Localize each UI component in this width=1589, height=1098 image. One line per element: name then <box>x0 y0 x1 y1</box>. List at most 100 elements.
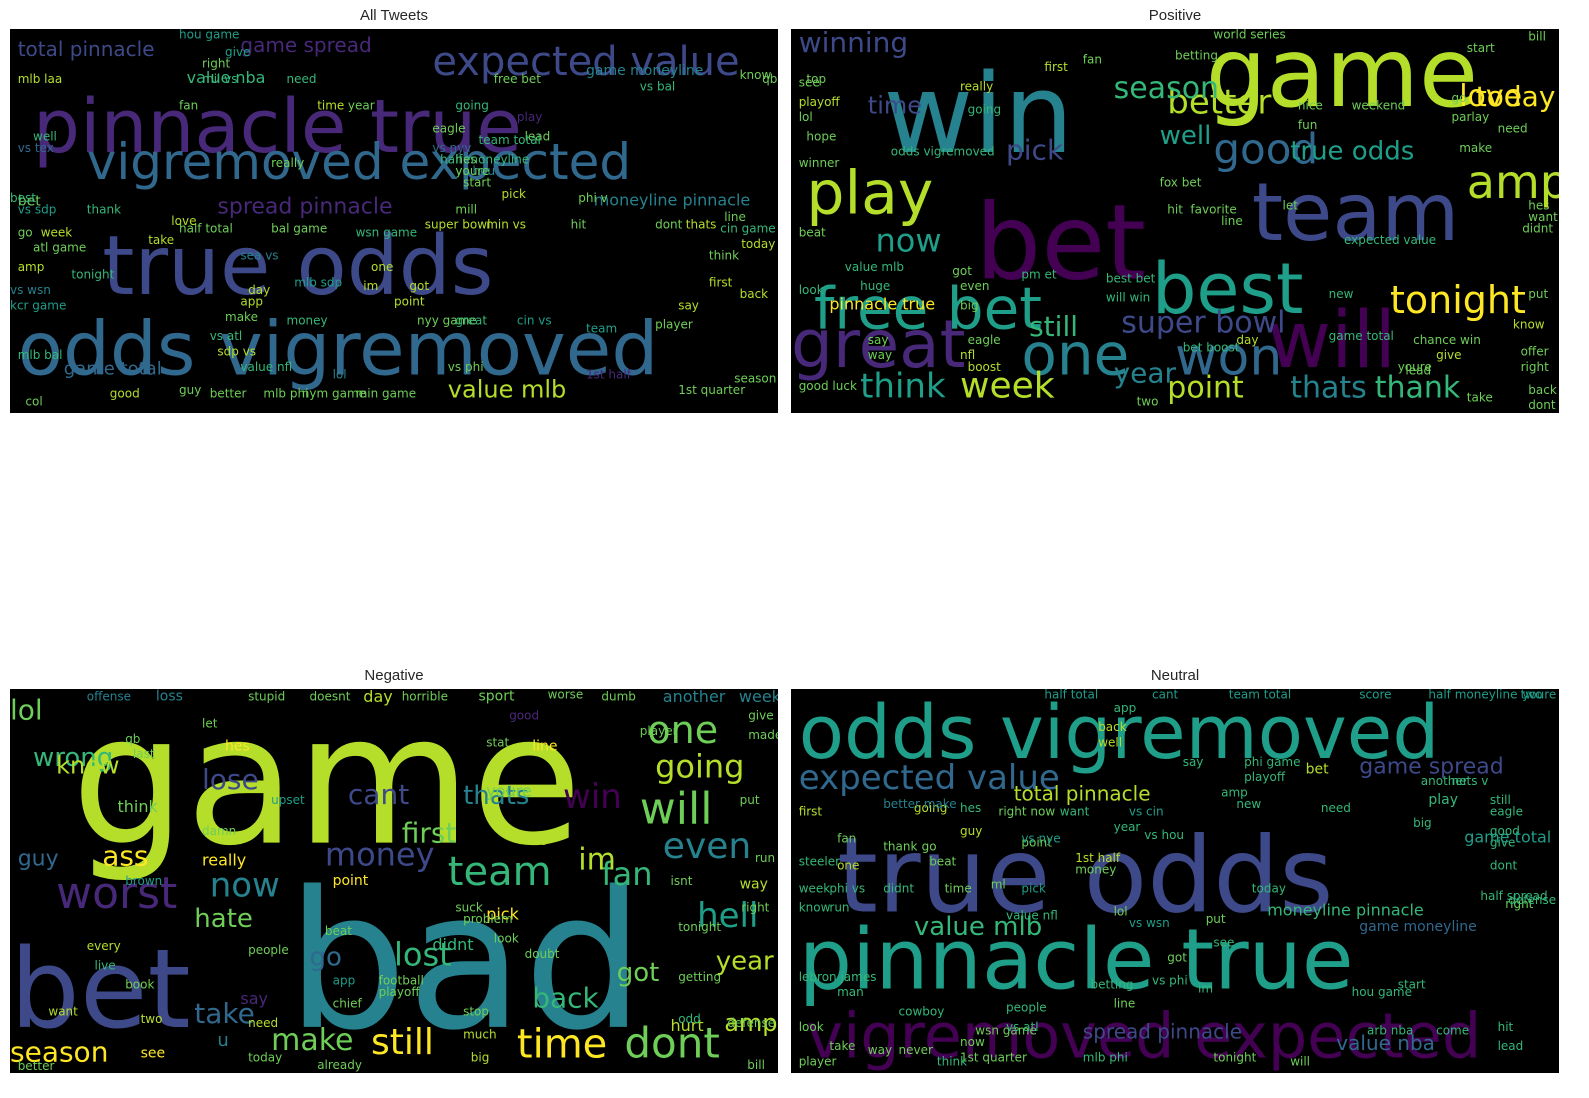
cloud-word: defense <box>1508 893 1556 907</box>
cloud-word: good <box>1490 824 1520 838</box>
cloud-word: last <box>133 747 155 761</box>
cloud-word: line <box>1114 997 1136 1011</box>
cloud-word: start <box>463 175 491 189</box>
cloud-word: hou game <box>179 29 239 42</box>
cloud-word: cin game <box>720 222 775 236</box>
cloud-word: mlb sdp <box>294 275 342 289</box>
panel-neutral: Neutral odds vigremoved true odds pinnacle… <box>791 665 1559 1075</box>
cloud-word: money <box>287 314 328 328</box>
cloud-word: hate <box>194 904 253 934</box>
cloud-word: put <box>740 793 760 807</box>
cloud-word: amp <box>1221 786 1248 800</box>
cloud-word: got <box>1167 951 1187 965</box>
cloud-word: money <box>325 836 435 874</box>
cloud-word: defense <box>727 1016 775 1030</box>
cloud-word: year <box>348 99 375 113</box>
cloud-word: go <box>922 839 937 853</box>
cloud-word: think <box>860 367 946 407</box>
cloud-word: live <box>95 958 116 972</box>
cloud-word: tonight <box>678 920 721 934</box>
cloud-word: two <box>141 1012 163 1026</box>
cloud-word: hit <box>1498 1020 1514 1034</box>
cloud-word: didnt <box>1522 222 1553 236</box>
word-cloud-negative: game bad bet worst team will money now lol one goi… <box>10 689 778 1073</box>
cloud-word: see <box>1213 935 1234 949</box>
cloud-word: day <box>248 283 270 297</box>
cloud-word: look <box>799 283 824 297</box>
cloud-word: football <box>379 974 424 988</box>
cloud-word: dumb <box>601 690 636 704</box>
cloud-word: know <box>799 901 831 915</box>
cloud-word: want <box>1060 805 1090 819</box>
cloud-word: good luck <box>799 379 857 393</box>
cloud-word: top <box>806 72 826 86</box>
cloud-word: give <box>225 45 250 59</box>
cloud-word: 1st quarter <box>960 1051 1027 1065</box>
cloud-word: will <box>1267 296 1396 386</box>
cloud-word: back <box>532 982 599 1015</box>
cloud-word: start <box>1467 41 1495 55</box>
panel-title-negative: Negative <box>364 667 424 684</box>
cloud-word: play <box>517 110 542 124</box>
cloud-word: go <box>18 225 33 239</box>
cloud-word: fan <box>837 832 856 846</box>
cloud-word: app <box>1114 701 1137 715</box>
cloud-word: im <box>363 279 378 293</box>
cloud-word: vs sdp <box>18 202 57 216</box>
cloud-word: new <box>1329 287 1354 301</box>
cloud-word: hit <box>571 218 587 232</box>
cloud-word: stop <box>463 1004 489 1018</box>
panel-positive: Positive win game bet team best will free bet g… <box>791 5 1559 415</box>
cloud-word: line <box>724 210 746 224</box>
cloud-word: season <box>734 371 776 385</box>
cloud-word: col <box>25 394 42 408</box>
cloud-word: game total <box>1329 329 1394 343</box>
cloud-word: vs tex <box>18 141 54 155</box>
cloud-word: doubt <box>525 947 560 961</box>
cloud-word: win <box>563 777 622 817</box>
cloud-word: another <box>663 689 726 706</box>
cloud-word: phi game <box>1244 755 1300 769</box>
cloud-word: offer <box>1521 344 1549 358</box>
cloud-word: wsn game <box>356 225 418 239</box>
cloud-word: half moneyline <box>440 152 529 166</box>
cloud-word: super bowl <box>425 218 491 232</box>
panel-all-tweets: All Tweets pinnacle true true odds odds vi… <box>10 5 778 415</box>
cloud-word: guy <box>179 383 201 397</box>
cloud-word: pick <box>1021 882 1046 896</box>
cloud-word: bad <box>287 851 645 1072</box>
cloud-word: day <box>1236 333 1258 347</box>
cloud-word: ml <box>991 878 1006 892</box>
cloud-word: wsn game <box>975 1024 1037 1038</box>
cloud-word: say <box>240 989 268 1008</box>
cloud-word: qb <box>762 72 777 86</box>
cloud-word: winner <box>799 156 840 170</box>
cloud-word: run <box>829 901 849 915</box>
cloud-word: year <box>1114 820 1141 834</box>
cloud-word: mlb phi <box>263 387 308 401</box>
cloud-word: score <box>1359 689 1391 702</box>
cloud-word: spread pinnacle <box>217 194 392 219</box>
cloud-word: horrible <box>402 690 448 704</box>
cloud-word: one <box>371 260 393 274</box>
cloud-word: really <box>202 851 246 870</box>
cloud-word: today <box>248 1051 282 1065</box>
cloud-word: expected value <box>1344 233 1436 247</box>
cloud-word: week <box>739 689 778 706</box>
cloud-word: need <box>248 1016 278 1030</box>
cloud-word: super bowl <box>1121 305 1285 340</box>
cloud-word: right <box>741 901 769 915</box>
cloud-word: two <box>1521 689 1543 702</box>
cloud-word: win <box>883 50 1073 178</box>
cloud-word: atl game <box>33 241 86 255</box>
cloud-word: team <box>586 321 617 335</box>
cloud-word: well <box>33 129 57 143</box>
cloud-word: bet <box>975 182 1146 304</box>
cloud-word: pick <box>1006 134 1064 167</box>
cloud-word: say <box>868 333 889 347</box>
cloud-word: wrong <box>33 743 113 773</box>
cloud-word: pinnacle true <box>829 294 935 313</box>
panel-title-all-tweets: All Tweets <box>359 7 429 24</box>
